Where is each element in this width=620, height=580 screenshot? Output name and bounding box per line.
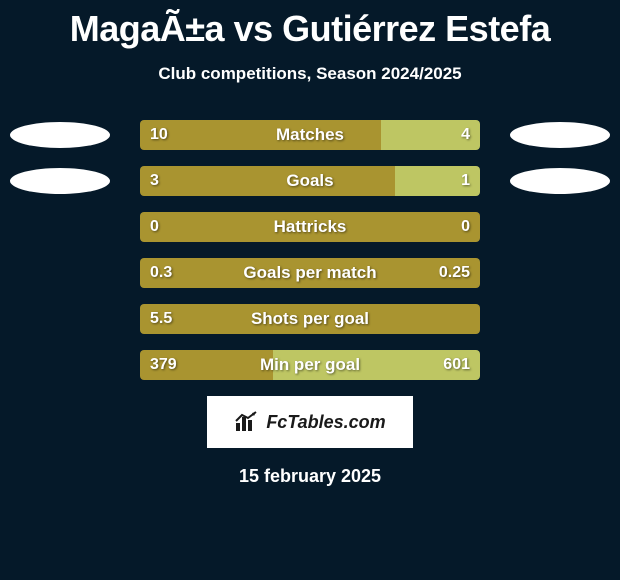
snapshot-date: 15 february 2025	[0, 466, 620, 487]
brand-text: FcTables.com	[266, 412, 385, 433]
stat-label: Hattricks	[140, 212, 480, 242]
stat-row: 379601Min per goal	[0, 350, 620, 380]
stat-bar: 5.5Shots per goal	[140, 304, 480, 334]
stat-label: Min per goal	[140, 350, 480, 380]
stat-label: Goals per match	[140, 258, 480, 288]
stat-row: 00Hattricks	[0, 212, 620, 242]
stat-bar: 31Goals	[140, 166, 480, 196]
brand-logo: FcTables.com	[207, 396, 413, 448]
player-marker-left	[10, 168, 110, 194]
stat-row: 104Matches	[0, 120, 620, 150]
stat-bar: 00Hattricks	[140, 212, 480, 242]
comparison-subtitle: Club competitions, Season 2024/2025	[0, 64, 620, 84]
stat-bar: 379601Min per goal	[140, 350, 480, 380]
comparison-title: MagaÃ±a vs Gutiérrez Estefa	[0, 0, 620, 50]
stat-label: Goals	[140, 166, 480, 196]
stat-row: 5.5Shots per goal	[0, 304, 620, 334]
stat-bar: 0.30.25Goals per match	[140, 258, 480, 288]
stat-row: 31Goals	[0, 166, 620, 196]
player-marker-right	[510, 122, 610, 148]
stat-label: Shots per goal	[140, 304, 480, 334]
stat-bar: 104Matches	[140, 120, 480, 150]
stats-chart: 104Matches 31Goals 00Hattricks 0.30.25Goals…	[0, 120, 620, 380]
chart-icon	[234, 411, 260, 433]
stat-row: 0.30.25Goals per match	[0, 258, 620, 288]
player-marker-left	[10, 122, 110, 148]
stat-label: Matches	[140, 120, 480, 150]
player-marker-right	[510, 168, 610, 194]
